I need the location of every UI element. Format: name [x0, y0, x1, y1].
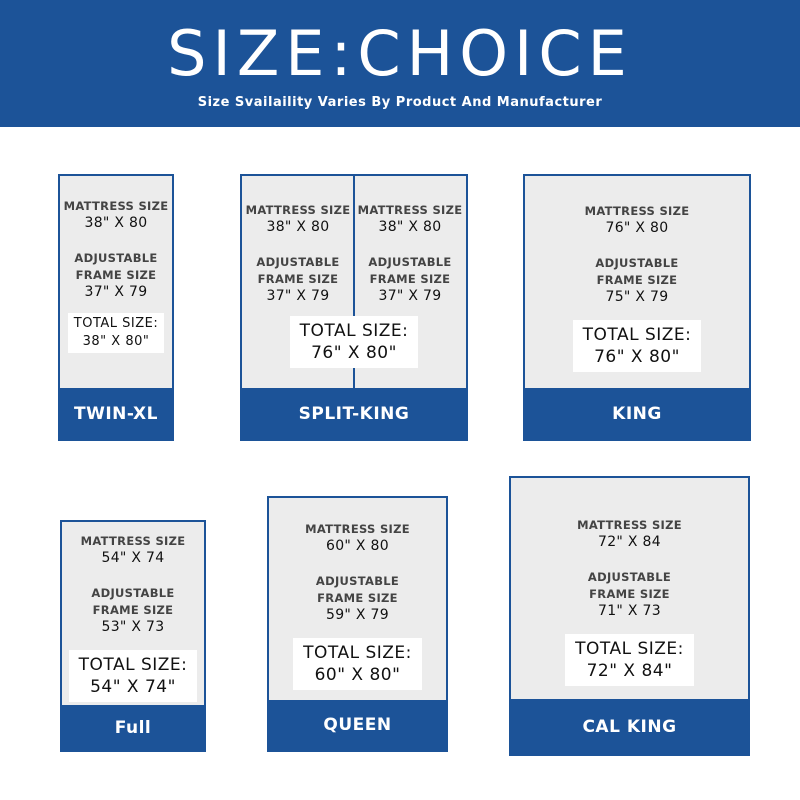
frame-value: 53" X 73: [101, 619, 165, 635]
frame-label: FRAME SIZE: [369, 272, 451, 286]
frame-label: FRAME SIZE: [589, 587, 670, 601]
total-value: 60" X 80": [314, 665, 401, 685]
size-card-queen: MATTRESS SIZE 60" X 80 ADJUSTABLE FRAME …: [267, 496, 448, 752]
frame-value: 59" X 79: [326, 607, 389, 623]
adjustable-label: ADJUSTABLE: [256, 255, 340, 269]
size-card-cal-king: MATTRESS SIZE 72" X 84 ADJUSTABLE FRAME …: [509, 476, 750, 756]
size-name: Full: [62, 705, 204, 750]
frame-value: 37" X 79: [266, 288, 330, 304]
frame-label: FRAME SIZE: [92, 603, 174, 617]
mattress-label: MATTRESS SIZE: [357, 203, 463, 217]
total-label: TOTAL SIZE:: [78, 655, 188, 675]
adjustable-label: ADJUSTABLE: [368, 255, 452, 269]
mattress-label: MATTRESS SIZE: [584, 204, 690, 218]
mattress-value: 72" X 84: [598, 534, 661, 550]
total-value: 38" X 80": [82, 334, 150, 349]
total-value: 54" X 74": [90, 677, 176, 697]
mattress-label: MATTRESS SIZE: [577, 518, 682, 532]
total-label: TOTAL SIZE:: [575, 639, 684, 659]
size-name: CAL KING: [511, 699, 748, 754]
mattress-label: MATTRESS SIZE: [305, 522, 410, 536]
mattress-label: MATTRESS SIZE: [63, 199, 169, 213]
size-card-twin-xl: MATTRESS SIZE 38" X 80 ADJUSTABLE FRAME …: [58, 174, 174, 441]
header-banner: SIZE:CHOICE Size Svailaility Varies By P…: [0, 0, 800, 127]
total-label: TOTAL SIZE:: [303, 643, 412, 663]
total-value: 72" X 84": [586, 661, 673, 681]
mattress-value: 38" X 80: [378, 219, 442, 235]
size-name: KING: [525, 388, 749, 439]
adjustable-label: ADJUSTABLE: [74, 251, 158, 265]
mattress-value: 38" X 80: [266, 219, 330, 235]
adjustable-label: ADJUSTABLE: [91, 586, 175, 600]
mattress-value: 60" X 80: [326, 538, 389, 554]
mattress-label: MATTRESS SIZE: [245, 203, 351, 217]
total-size-box: TOTAL SIZE: 76" X 80": [572, 320, 702, 372]
page-title: SIZE:CHOICE: [167, 17, 633, 90]
frame-value: 37" X 79: [84, 284, 148, 300]
mattress-value: 76" X 80: [605, 220, 669, 236]
size-card-split-king: MATTRESS SIZE 38" X 80 ADJUSTABLE FRAME …: [240, 174, 468, 441]
total-label: TOTAL SIZE:: [582, 325, 692, 345]
adjustable-label: ADJUSTABLE: [595, 256, 679, 270]
frame-value: 37" X 79: [378, 288, 442, 304]
total-size-box: TOTAL SIZE: 76" X 80": [289, 316, 419, 368]
adjustable-label: ADJUSTABLE: [587, 570, 672, 584]
total-size-box: TOTAL SIZE: 72" X 84": [565, 634, 694, 686]
frame-label: FRAME SIZE: [317, 591, 398, 605]
total-label: TOTAL SIZE:: [299, 321, 409, 341]
total-value: 76" X 80": [594, 347, 680, 367]
page-subtitle: Size Svailaility Varies By Product And M…: [197, 95, 603, 110]
frame-label: FRAME SIZE: [596, 273, 678, 287]
mattress-label: MATTRESS SIZE: [80, 534, 186, 548]
frame-label: FRAME SIZE: [257, 272, 339, 286]
mattress-value: 54" X 74: [101, 550, 165, 566]
total-size-box: TOTAL SIZE: 60" X 80": [293, 638, 422, 690]
frame-value: 75" X 79: [605, 289, 669, 305]
total-label: TOTAL SIZE:: [73, 316, 159, 331]
size-name: QUEEN: [269, 700, 446, 750]
size-name: TWIN-XL: [60, 388, 172, 439]
total-value: 76" X 80": [311, 343, 397, 363]
size-card-full: MATTRESS SIZE 54" X 74 ADJUSTABLE FRAME …: [60, 520, 206, 752]
size-name: SPLIT-KING: [242, 388, 466, 439]
frame-value: 71" X 73: [598, 603, 661, 619]
size-card-king: MATTRESS SIZE 76" X 80 ADJUSTABLE FRAME …: [523, 174, 751, 441]
total-size-box: TOTAL SIZE: 54" X 74": [68, 650, 198, 702]
total-size-box: TOTAL SIZE: 38" X 80": [67, 313, 165, 353]
adjustable-label: ADJUSTABLE: [315, 574, 400, 588]
frame-label: FRAME SIZE: [75, 268, 157, 282]
mattress-value: 38" X 80: [84, 215, 148, 231]
split-divider: [353, 176, 355, 392]
